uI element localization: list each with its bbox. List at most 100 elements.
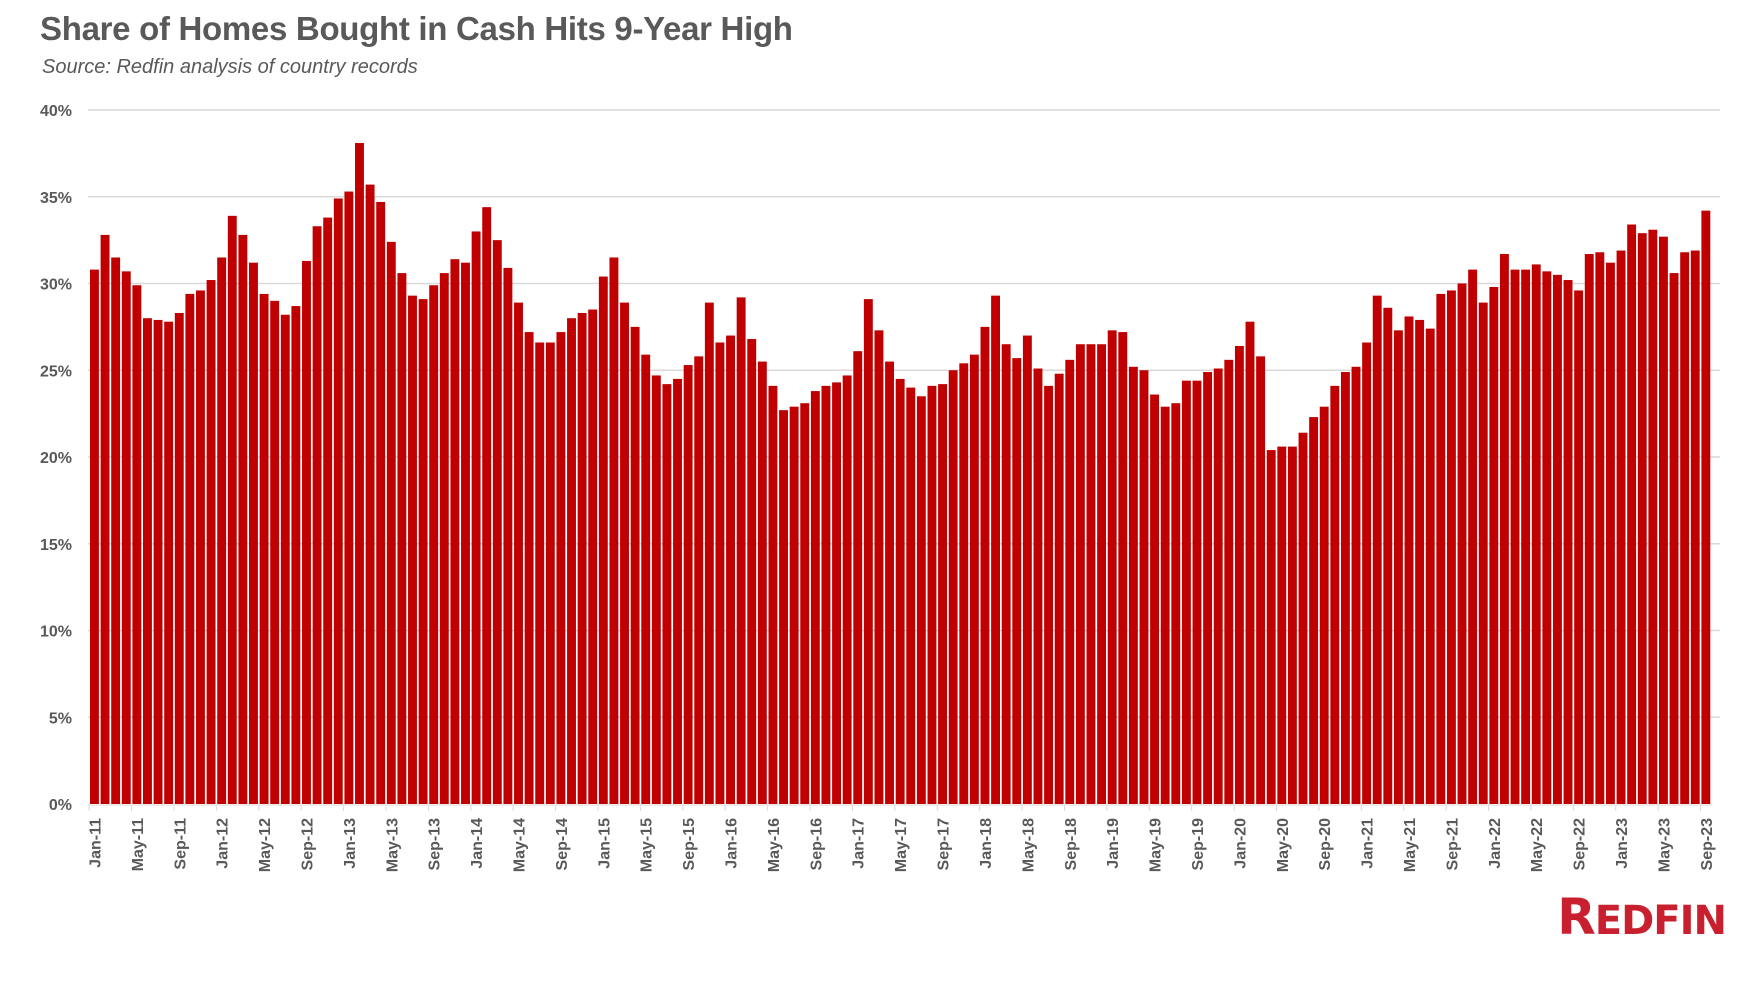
bar-Feb-19	[1118, 332, 1128, 804]
bar-Feb-16	[736, 297, 746, 804]
bar-Jun-17	[906, 387, 916, 804]
bar-Dec-11	[206, 280, 216, 804]
x-tick-label: Jan-22	[1487, 818, 1504, 869]
bar-Jul-12	[280, 314, 290, 804]
bar-Aug-15	[673, 378, 682, 804]
x-tick-label: Sep-18	[1063, 818, 1080, 871]
y-axis: 0% 5% 10% 15% 20% 25% 30% 35% 40%	[40, 103, 72, 814]
bar-Apr-19	[1139, 370, 1149, 804]
x-tick-label: Sep-21	[1444, 818, 1461, 871]
bar-Jun-12	[270, 300, 280, 804]
bar-Sep-19	[1192, 380, 1202, 804]
bar-May-23	[1658, 236, 1668, 804]
bar-Nov-15	[704, 302, 714, 804]
bar-Jun-15	[651, 375, 661, 804]
bar-Jan-18	[980, 326, 990, 804]
bar-May-14	[514, 302, 523, 804]
bar-Jan-11	[90, 269, 99, 804]
bar-Nov-21	[1468, 269, 1478, 804]
bar-Mar-18	[1001, 344, 1011, 804]
bar-Jan-23	[1616, 250, 1626, 804]
y-tick-label: 10%	[40, 624, 72, 641]
y-tick-label: 25%	[40, 363, 72, 380]
bars	[90, 142, 1711, 805]
bar-Apr-13	[376, 201, 386, 804]
bar-Jan-15	[598, 276, 608, 804]
bar-Jun-21	[1415, 319, 1425, 804]
bar-Aug-14	[545, 342, 555, 804]
bar-Sep-18	[1065, 359, 1075, 804]
bar-Oct-14	[567, 318, 576, 804]
bar-Mar-14	[492, 240, 502, 804]
x-tick-label: Jan-20	[1232, 818, 1249, 869]
logo-rest: EDFIN	[1594, 898, 1727, 944]
bar-Sep-16	[810, 391, 820, 804]
bar-Jun-11	[143, 318, 152, 804]
bar-Mar-15	[620, 302, 629, 804]
x-tick-label: May-15	[639, 818, 656, 872]
x-tick-label: Sep-12	[299, 818, 316, 871]
bar-Oct-17	[948, 370, 958, 804]
bar-Jun-20	[1287, 446, 1297, 804]
bar-Feb-22	[1499, 254, 1509, 804]
bar-May-12	[259, 293, 269, 804]
x-tick-label: May-22	[1529, 818, 1546, 872]
bar-Nov-18	[1086, 344, 1096, 804]
bar-Sep-11	[174, 312, 184, 804]
bar-Oct-21	[1457, 283, 1467, 804]
x-tick-label: Jan-19	[1105, 818, 1122, 869]
bar-Sep-23	[1701, 210, 1711, 804]
x-tick-label: May-20	[1275, 818, 1292, 872]
bar-Oct-15	[694, 356, 704, 804]
bar-Sep-12	[302, 260, 311, 804]
bar-Aug-23	[1690, 250, 1700, 804]
bar-Nov-14	[577, 312, 587, 804]
bar-Aug-21	[1436, 293, 1446, 804]
bar-Jul-20	[1298, 432, 1308, 804]
y-tick-label: 0%	[49, 797, 72, 814]
bar-Dec-21	[1478, 302, 1488, 804]
bar-Feb-15	[609, 257, 619, 805]
bar-Sep-14	[556, 332, 566, 804]
x-tick-label: May-23	[1656, 818, 1673, 872]
bar-Sep-17	[938, 384, 948, 804]
bar-Dec-20	[1351, 366, 1361, 804]
bar-Jan-16	[726, 335, 735, 804]
bar-Jul-22	[1552, 274, 1562, 804]
bar-Jan-19	[1107, 330, 1117, 804]
bar-Dec-22	[1605, 262, 1615, 804]
bar-Feb-13	[355, 142, 364, 805]
bar-Jan-17	[853, 351, 863, 804]
bar-Nov-13	[450, 259, 460, 805]
x-tick-label: May-21	[1402, 818, 1419, 872]
bar-Sep-20	[1319, 406, 1329, 804]
bar-Jun-13	[397, 273, 407, 805]
bar-Sep-13	[429, 285, 439, 804]
bar-May-18	[1022, 335, 1032, 804]
bar-Dec-16	[842, 375, 852, 804]
x-tick-label: May-13	[384, 818, 401, 872]
bar-Feb-11	[100, 234, 110, 805]
x-tick-label: Jan-13	[342, 818, 359, 869]
bar-May-15	[641, 354, 651, 804]
bar-Feb-23	[1627, 224, 1637, 804]
x-tick-label: Jan-21	[1360, 818, 1377, 869]
x-tick-label: May-14	[512, 818, 529, 872]
bar-Aug-18	[1054, 373, 1064, 804]
bar-May-11	[132, 285, 142, 804]
x-tick-label: May-18	[1020, 818, 1037, 872]
bar-Jun-23	[1669, 273, 1679, 805]
bar-Jan-21	[1362, 342, 1372, 804]
bar-Mar-22	[1510, 269, 1520, 804]
bar-Jul-17	[916, 396, 926, 804]
bar-Sep-15	[683, 365, 693, 804]
x-tick-label: May-19	[1148, 818, 1165, 872]
bar-Nov-17	[959, 363, 969, 804]
x-tick-label: Sep-13	[427, 818, 444, 871]
bar-Apr-12	[249, 262, 258, 804]
x-tick-label: Sep-14	[554, 818, 571, 871]
x-tick-label: May-16	[766, 818, 783, 872]
bar-Dec-18	[1097, 344, 1107, 804]
x-tick-label: Jan-17	[851, 818, 868, 869]
